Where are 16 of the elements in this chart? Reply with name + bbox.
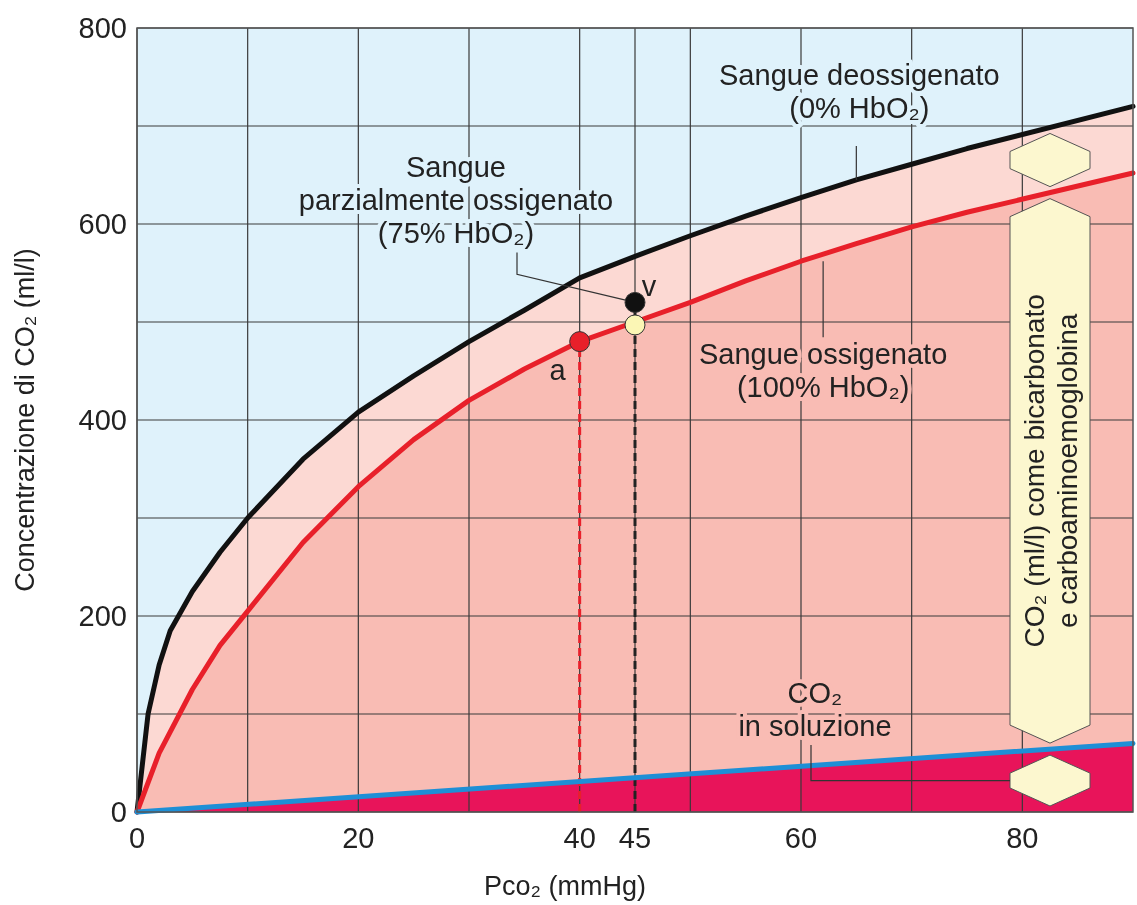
- x-tick-label: 40: [563, 822, 596, 854]
- y-tick-label: 400: [78, 404, 127, 436]
- x-axis-title: Pco₂ (mmHg): [484, 871, 646, 901]
- annotation: CO₂ in soluzione: [738, 677, 892, 742]
- x-tick-label: 20: [342, 822, 375, 854]
- x-tick-label: 45: [618, 822, 652, 854]
- annotation: v: [641, 270, 657, 303]
- annotation: CO₂ (ml/l) come bicarbonato e carboaminoemoglobina: [1018, 294, 1083, 648]
- y-tick-label: 800: [78, 12, 127, 44]
- y-tick-label: 0: [110, 796, 127, 828]
- y-tick-label: 200: [78, 600, 127, 632]
- y-tick-label: 600: [78, 208, 127, 240]
- x-tick-label: 80: [1006, 822, 1039, 854]
- x-tick-label: 60: [784, 822, 818, 854]
- annotation: a: [549, 353, 567, 386]
- y-axis-title: Concentrazione di CO₂ (ml/l): [10, 248, 40, 592]
